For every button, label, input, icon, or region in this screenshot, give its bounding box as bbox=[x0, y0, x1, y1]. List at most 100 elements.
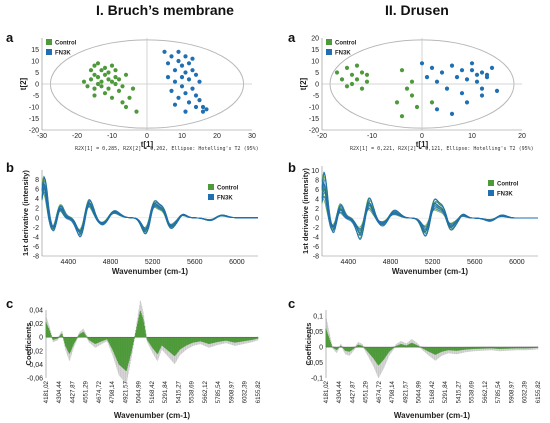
coefficient-bar bbox=[516, 347, 518, 349]
coefficient-bar bbox=[442, 347, 444, 352]
coefficient-bar bbox=[464, 347, 466, 350]
coefficient-bar bbox=[221, 337, 223, 342]
data-point-fn3k bbox=[469, 68, 475, 73]
coefficient-bar bbox=[194, 337, 196, 343]
coefficient-bar bbox=[384, 347, 386, 358]
coefficient-bar bbox=[82, 332, 84, 338]
x-tick-label: 6000 bbox=[509, 259, 525, 266]
coefficient-bar bbox=[202, 337, 204, 343]
data-point-control bbox=[399, 68, 405, 73]
coefficient-bar bbox=[388, 347, 389, 353]
coefficient-bar bbox=[91, 337, 93, 343]
coefficient-bar bbox=[48, 328, 50, 338]
coefficient-bar bbox=[326, 332, 328, 348]
coefficient-bar bbox=[76, 337, 78, 339]
legend-label-control: Control bbox=[335, 41, 357, 47]
y-tick-label: -0,06 bbox=[27, 376, 43, 383]
coefficient-bar bbox=[401, 344, 403, 348]
data-point-fn3k bbox=[479, 93, 485, 98]
data-point-fn3k bbox=[176, 95, 181, 100]
coefficient-bar bbox=[230, 337, 232, 342]
x-tick-label: 6155,82 bbox=[255, 380, 262, 403]
data-point-control bbox=[429, 100, 435, 105]
data-point-fn3k bbox=[204, 107, 209, 112]
coefficient-bar bbox=[418, 346, 420, 348]
coefficient-bar bbox=[73, 337, 75, 344]
coefficient-bar bbox=[432, 347, 434, 354]
coefficient-bar bbox=[460, 347, 462, 351]
x-axis-label: t[1] bbox=[141, 140, 154, 149]
coefficient-bar bbox=[466, 347, 468, 350]
coefficient-bar bbox=[111, 337, 113, 349]
coefficient-bar bbox=[364, 347, 366, 350]
coefficient-bar bbox=[111, 337, 113, 350]
coefficient-bar bbox=[340, 345, 342, 348]
coefficient-bar bbox=[160, 337, 162, 348]
coefficient-bar bbox=[213, 337, 215, 343]
data-point-control bbox=[409, 93, 415, 98]
coefficient-bar bbox=[241, 337, 243, 342]
coefficient-bar bbox=[536, 347, 538, 348]
coefficient-bar bbox=[472, 347, 474, 350]
coefficient-bar bbox=[487, 347, 489, 349]
coefficient-bar bbox=[436, 347, 438, 355]
coefficient-bar bbox=[253, 337, 255, 340]
coefficient-bar bbox=[522, 347, 524, 349]
coefficient-bar bbox=[489, 347, 491, 349]
coefficient-bar bbox=[412, 343, 414, 348]
coefficient-bar bbox=[51, 337, 53, 339]
coefficient-bar bbox=[61, 333, 63, 338]
coefficient-bar bbox=[131, 337, 133, 352]
coefficient-bar bbox=[245, 337, 247, 341]
coefficient-bar bbox=[426, 347, 428, 351]
coefficient-bar bbox=[195, 337, 197, 343]
coefficient-bar bbox=[519, 347, 521, 349]
coefficient-bar bbox=[478, 347, 480, 349]
coefficient-bar bbox=[55, 337, 57, 339]
y-tick-label: -20 bbox=[309, 128, 319, 135]
y-tick-label: 10 bbox=[311, 59, 319, 66]
coefficient-bar bbox=[185, 337, 187, 346]
coefficient-bar bbox=[209, 337, 211, 344]
coefficient-bar bbox=[157, 337, 159, 354]
coefficient-bar bbox=[364, 347, 366, 349]
coefficient-bar bbox=[407, 344, 409, 348]
coefficient-bar bbox=[120, 337, 122, 367]
coefficient-bar bbox=[249, 337, 251, 341]
coefficient-bar bbox=[535, 347, 537, 348]
data-point-control bbox=[123, 104, 129, 110]
coefficient-bar bbox=[517, 347, 519, 349]
drusen-scores-plot: -20 -10 0 10 20 20 15 10 5 0 -5 -10 -15 -20 Control FN3… bbox=[299, 36, 526, 150]
coefficient-bar bbox=[521, 347, 523, 349]
coefficient-bar bbox=[339, 346, 341, 348]
data-point-control bbox=[394, 100, 400, 105]
coefficient-bar bbox=[150, 337, 152, 346]
x-tick-label: 5415,27 bbox=[456, 380, 463, 403]
data-point-fn3k bbox=[464, 77, 470, 82]
coefficient-bar bbox=[94, 337, 96, 344]
coefficient-bar bbox=[162, 337, 164, 346]
data-point-control bbox=[339, 77, 345, 82]
y-tick-label: -0,05 bbox=[307, 360, 323, 367]
y-tick-label: 0,05 bbox=[309, 329, 323, 336]
coefficient-bar bbox=[451, 347, 453, 351]
spectrum-line-fn3k bbox=[321, 183, 538, 236]
coefficient-bar bbox=[471, 347, 473, 350]
y-tick-label: -4 bbox=[313, 235, 319, 242]
spectrum-line-fn3k bbox=[41, 176, 258, 238]
x-tick-label: 4400 bbox=[341, 259, 357, 266]
coefficient-bar bbox=[252, 337, 254, 340]
coefficient-bar bbox=[476, 347, 478, 349]
coefficient-bar bbox=[415, 344, 417, 348]
coefficient-bar bbox=[91, 337, 93, 342]
coefficient-bar bbox=[99, 337, 101, 342]
coefficient-bar bbox=[122, 337, 124, 368]
coefficient-bar bbox=[514, 347, 516, 349]
coefficient-bar bbox=[532, 347, 534, 349]
coefficient-bar bbox=[60, 334, 62, 338]
coefficient-bar bbox=[190, 337, 192, 344]
y-axis-label: 1st derivative (intensity) bbox=[21, 170, 30, 256]
x-tick-label: 5200 bbox=[145, 259, 161, 266]
coefficient-bar bbox=[89, 337, 91, 341]
coefficient-bar bbox=[326, 330, 328, 348]
